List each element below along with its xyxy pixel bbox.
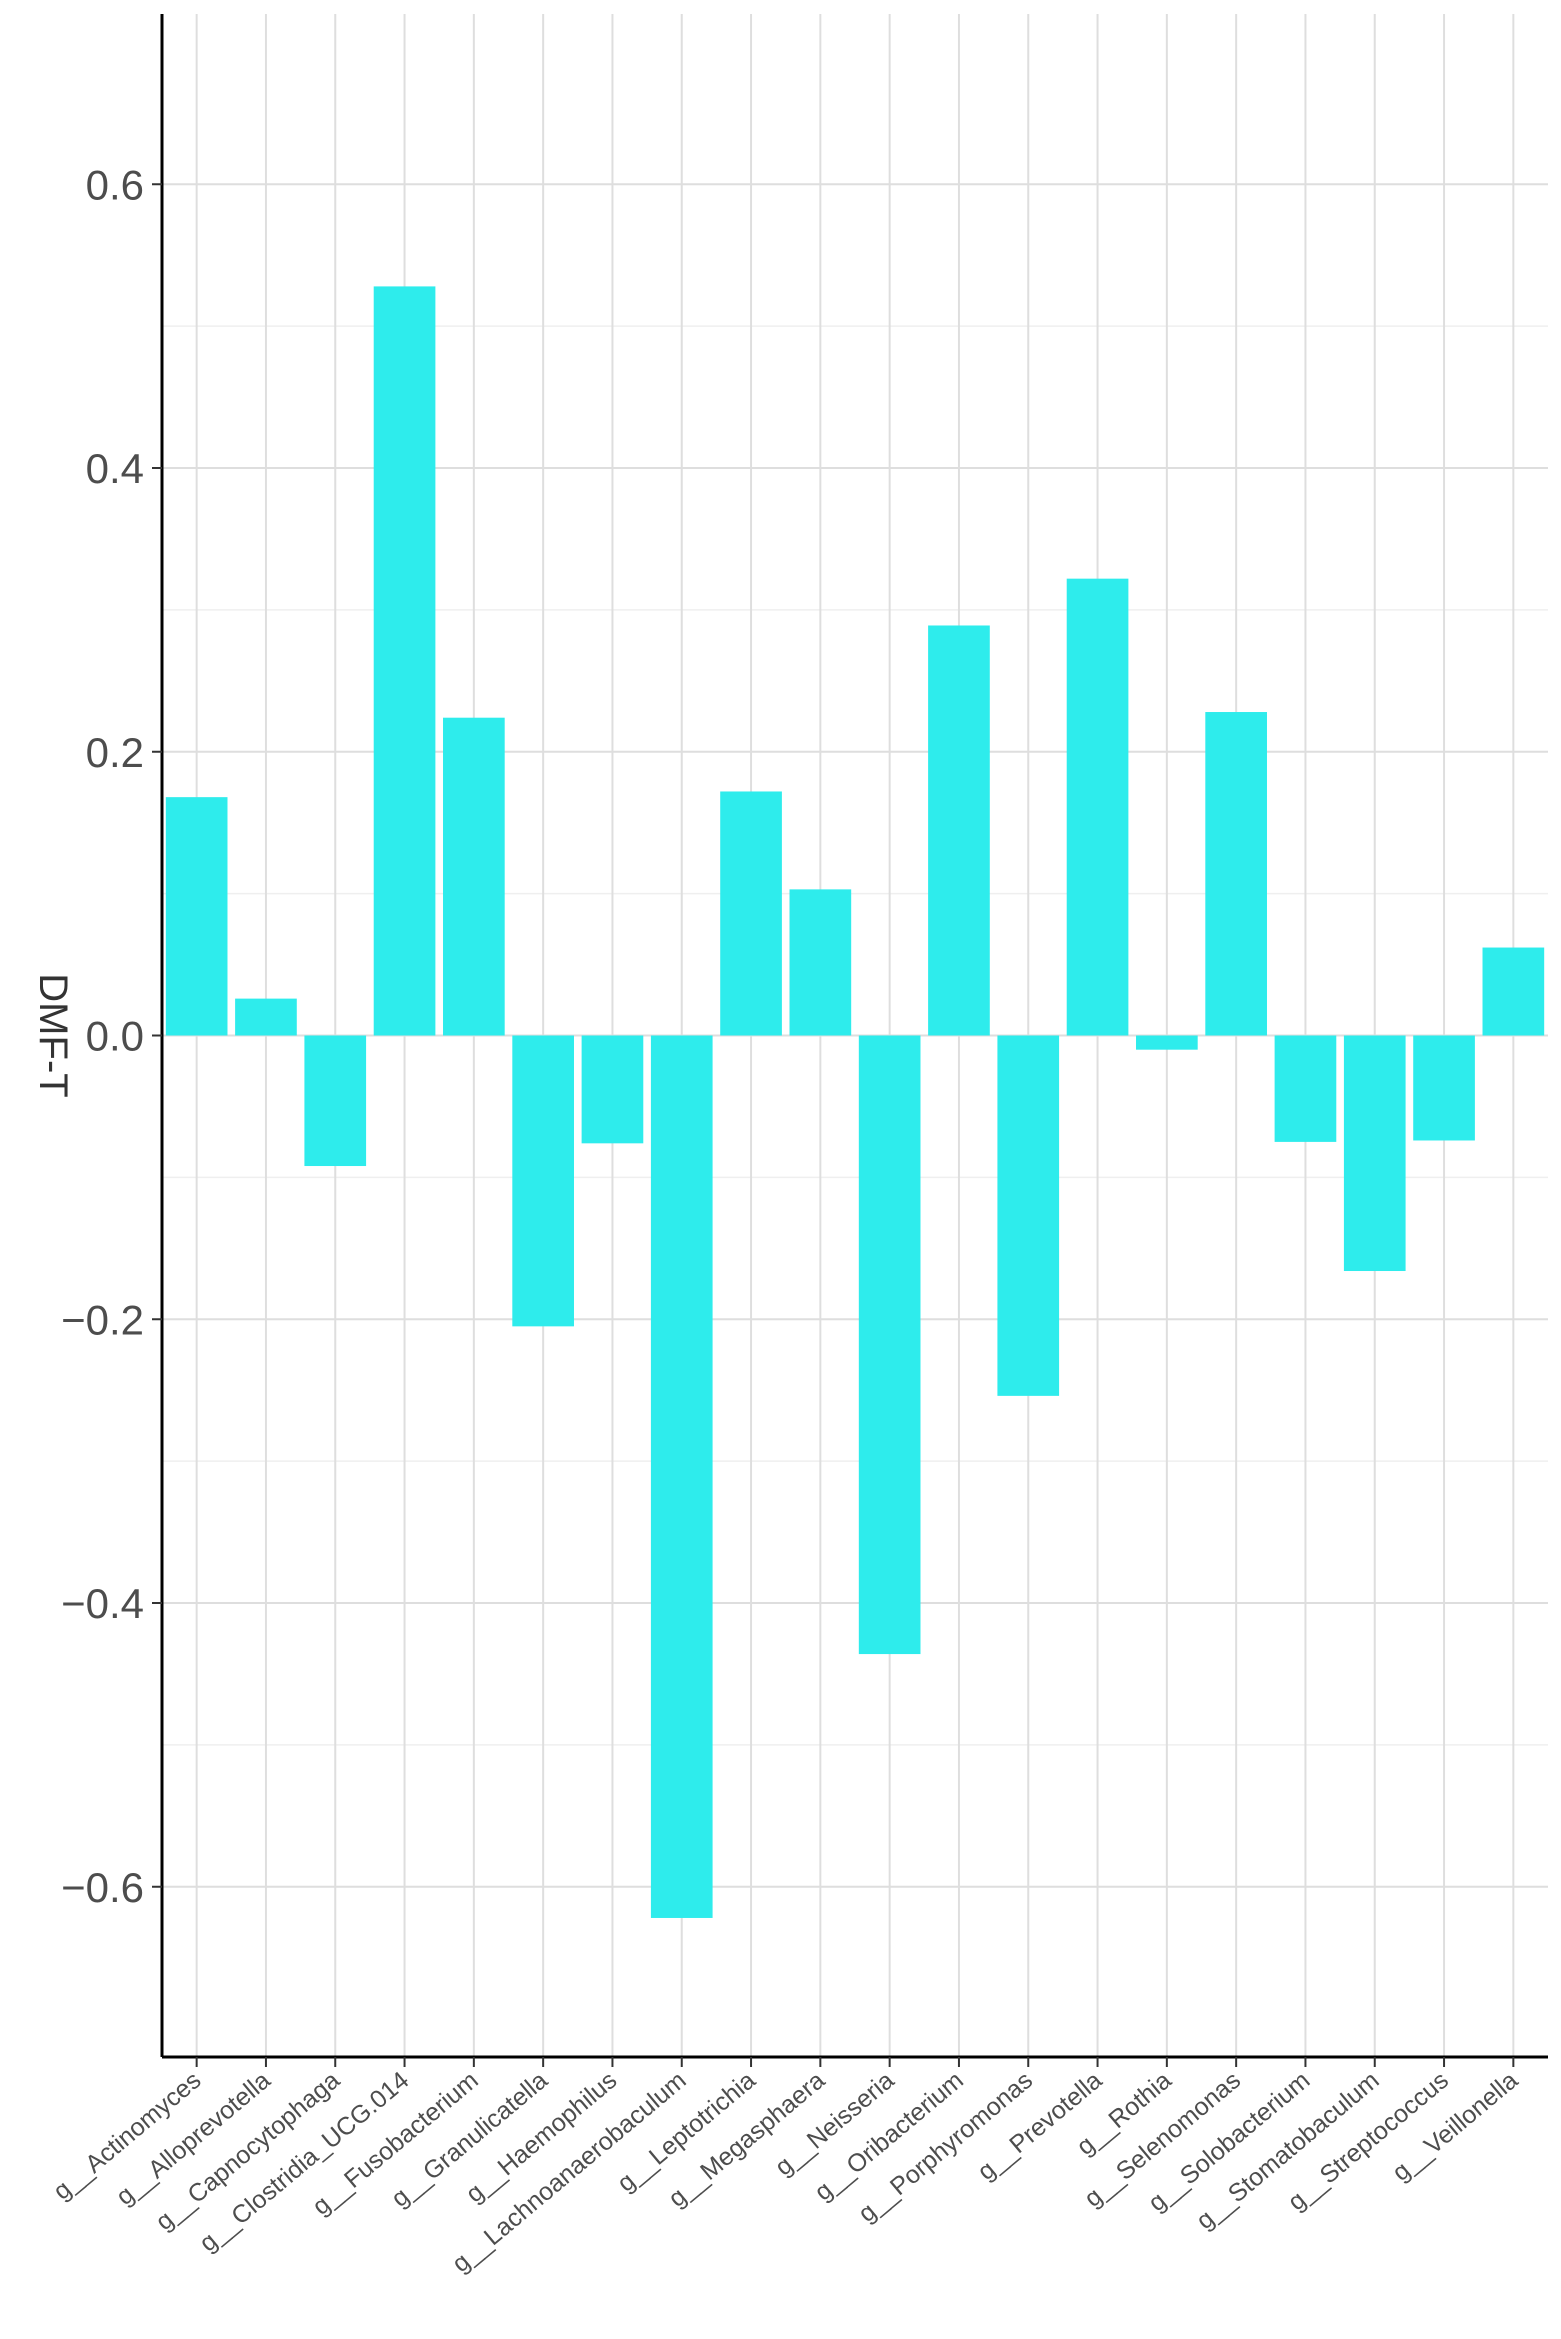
- y-tick-label: −0.6: [61, 1864, 144, 1911]
- y-tick-label: −0.2: [61, 1296, 144, 1343]
- bar: [581, 1035, 644, 1144]
- bar: [304, 1035, 367, 1167]
- bar: [650, 1035, 713, 1918]
- bar: [1413, 1035, 1475, 1141]
- bar: [1343, 1035, 1406, 1272]
- bar: [1205, 712, 1267, 1036]
- bar: [235, 998, 297, 1036]
- bar: [443, 717, 505, 1036]
- y-tick-label: 0.4: [86, 445, 144, 492]
- y-tick-labels: 0.6 0.4 0.2 0.0 −0.2 −0.4 −0.6: [61, 161, 162, 1911]
- bar: [1066, 578, 1129, 1036]
- y-axis-title: DMF-T: [31, 973, 75, 1097]
- bar: [512, 1035, 574, 1327]
- bar: [373, 286, 436, 1036]
- bar: [165, 797, 228, 1036]
- bar: [1136, 1035, 1198, 1050]
- x-tick-labels: g__Actinomycesg__Alloprevotellag__Capnoc…: [48, 2057, 1523, 2278]
- bar: [789, 889, 852, 1036]
- bar: [1482, 947, 1545, 1036]
- bars: [165, 286, 1545, 1918]
- y-tick-label: −0.4: [61, 1580, 144, 1627]
- y-tick-label: 0.6: [86, 161, 144, 208]
- bar: [858, 1035, 921, 1655]
- bar: [1274, 1035, 1337, 1142]
- grid-lines: [162, 14, 1548, 2057]
- bar: [720, 791, 782, 1036]
- y-tick-label: 0.2: [86, 729, 144, 776]
- bar: [928, 625, 990, 1036]
- y-tick-label: 0.0: [86, 1013, 144, 1060]
- bar: [997, 1035, 1060, 1396]
